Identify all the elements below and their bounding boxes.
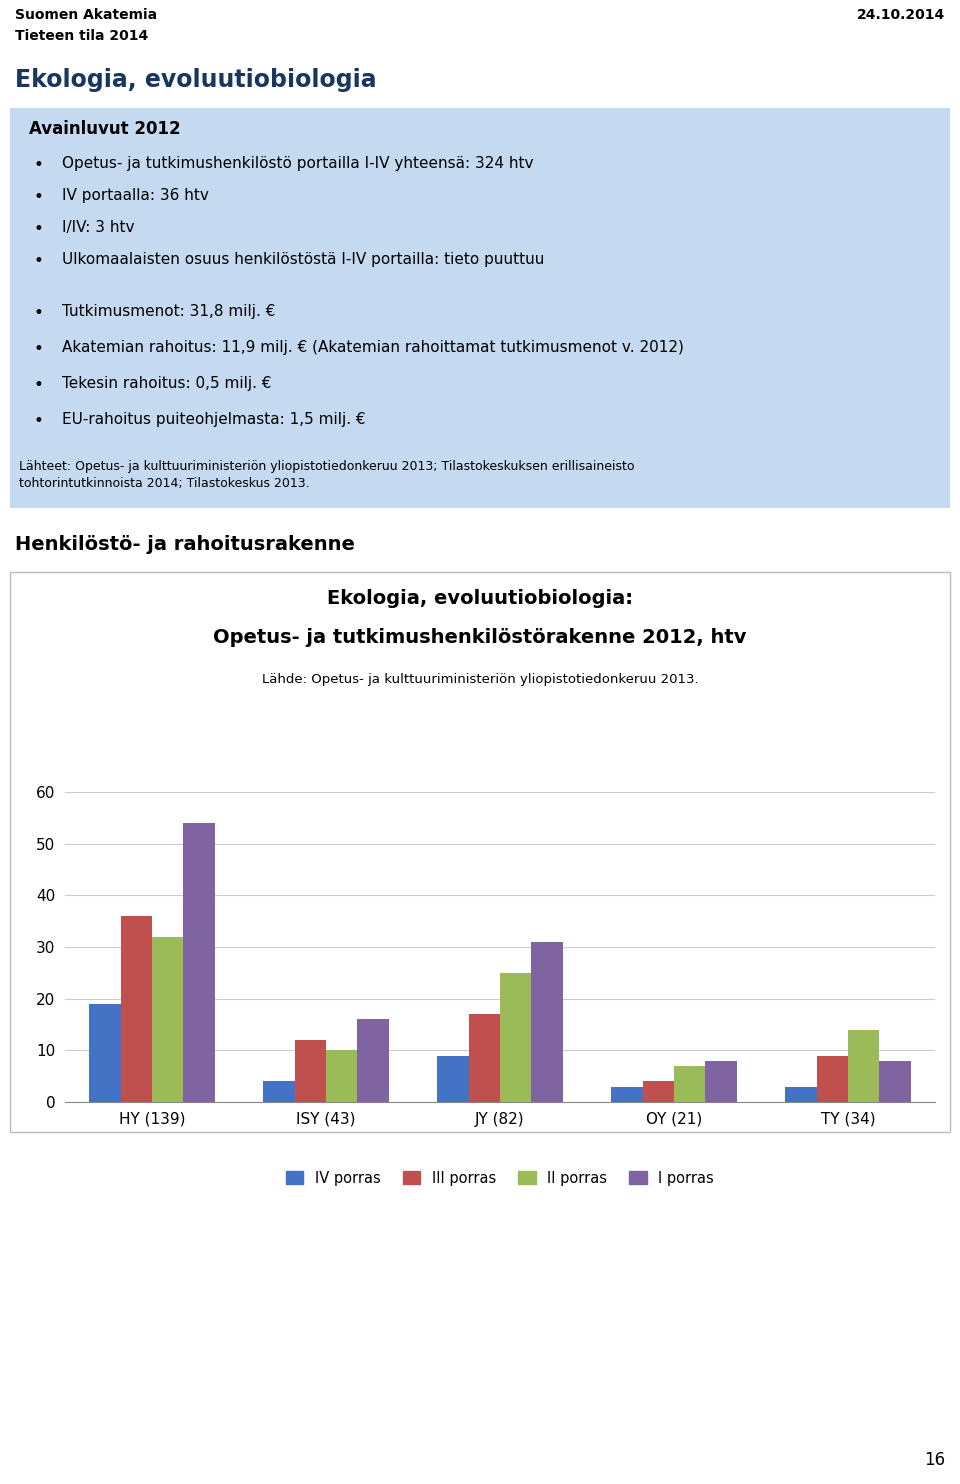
Bar bbox=[263, 1082, 295, 1103]
Text: •: • bbox=[34, 413, 43, 430]
Bar bbox=[706, 1061, 736, 1103]
Legend: IV porras, III porras, II porras, I porras: IV porras, III porras, II porras, I porr… bbox=[280, 1165, 720, 1192]
Text: IV portaalla: 36 htv: IV portaalla: 36 htv bbox=[61, 188, 208, 203]
Text: Ekologia, evoluutiobiologia:: Ekologia, evoluutiobiologia: bbox=[327, 589, 633, 608]
FancyBboxPatch shape bbox=[10, 108, 950, 508]
Bar bbox=[438, 1055, 468, 1103]
Bar bbox=[642, 1082, 674, 1103]
Text: Lähteet: Opetus- ja kulttuuriministeriön yliopistotiedonkeruu 2013; Tilastokesku: Lähteet: Opetus- ja kulttuuriministeriön… bbox=[19, 460, 635, 490]
Bar bbox=[357, 1020, 389, 1103]
Bar bbox=[121, 916, 152, 1103]
Bar bbox=[848, 1030, 879, 1103]
Text: Opetus- ja tutkimushenkilöstörakenne 2012, htv: Opetus- ja tutkimushenkilöstörakenne 201… bbox=[213, 628, 747, 647]
Text: EU-rahoitus puiteohjelmasta: 1,5 milj. €: EU-rahoitus puiteohjelmasta: 1,5 milj. € bbox=[61, 413, 366, 427]
Text: Avainluvut 2012: Avainluvut 2012 bbox=[29, 120, 180, 138]
Text: Akatemian rahoitus: 11,9 milj. € (Akatemian rahoittamat tutkimusmenot v. 2012): Akatemian rahoitus: 11,9 milj. € (Akatem… bbox=[61, 340, 684, 355]
Bar bbox=[89, 1003, 121, 1103]
Text: Opetus- ja tutkimushenkilöstö portailla I-IV yhteensä: 324 htv: Opetus- ja tutkimushenkilöstö portailla … bbox=[61, 156, 533, 171]
Bar bbox=[785, 1086, 817, 1103]
Text: 16: 16 bbox=[924, 1451, 945, 1469]
Text: •: • bbox=[34, 220, 43, 237]
Bar bbox=[612, 1086, 642, 1103]
Bar bbox=[531, 942, 563, 1103]
Text: •: • bbox=[34, 340, 43, 358]
Text: •: • bbox=[34, 156, 43, 174]
Bar bbox=[468, 1014, 500, 1103]
Text: •: • bbox=[34, 252, 43, 270]
Text: Ulkomaalaisten osuus henkilöstöstä I-IV portailla: tieto puuttuu: Ulkomaalaisten osuus henkilöstöstä I-IV … bbox=[61, 252, 544, 267]
Text: Tutkimusmenot: 31,8 milj. €: Tutkimusmenot: 31,8 milj. € bbox=[61, 304, 276, 319]
Text: I/IV: 3 htv: I/IV: 3 htv bbox=[61, 220, 134, 234]
Text: •: • bbox=[34, 304, 43, 322]
Text: 24.10.2014: 24.10.2014 bbox=[856, 7, 945, 22]
Text: Suomen Akatemia
Tieteen tila 2014: Suomen Akatemia Tieteen tila 2014 bbox=[15, 7, 157, 43]
Text: •: • bbox=[34, 188, 43, 206]
Text: Ekologia, evoluutiobiologia: Ekologia, evoluutiobiologia bbox=[15, 68, 376, 92]
Bar bbox=[817, 1055, 848, 1103]
Text: Lähde: Opetus- ja kulttuuriministeriön yliopistotiedonkeruu 2013.: Lähde: Opetus- ja kulttuuriministeriön y… bbox=[262, 672, 698, 686]
Bar bbox=[500, 974, 531, 1103]
Bar bbox=[879, 1061, 911, 1103]
Bar bbox=[152, 936, 183, 1103]
Bar bbox=[326, 1051, 357, 1103]
Text: Henkilöstö- ja rahoitusrakenne: Henkilöstö- ja rahoitusrakenne bbox=[15, 534, 355, 554]
Text: •: • bbox=[34, 375, 43, 393]
FancyBboxPatch shape bbox=[10, 571, 950, 1132]
Text: Tekesin rahoitus: 0,5 milj. €: Tekesin rahoitus: 0,5 milj. € bbox=[61, 375, 271, 390]
Bar bbox=[295, 1040, 326, 1103]
Bar bbox=[674, 1066, 706, 1103]
Bar bbox=[183, 824, 215, 1103]
